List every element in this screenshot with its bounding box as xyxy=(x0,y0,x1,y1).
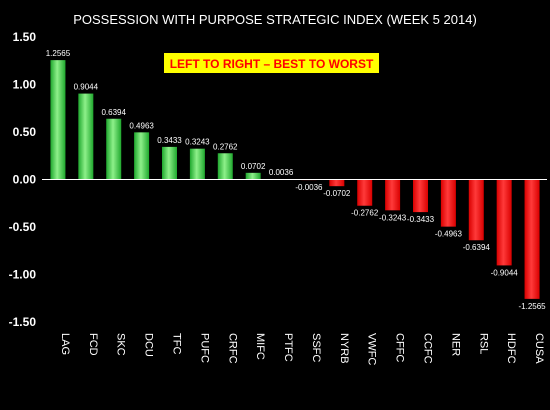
annotation-box xyxy=(164,53,379,73)
bar-crfc xyxy=(217,153,233,180)
x-tick-label-lag: LAG xyxy=(59,333,71,355)
bar-nyrb xyxy=(329,179,345,187)
bar-lag xyxy=(50,60,66,180)
bar-cffc xyxy=(385,179,401,211)
x-tick-label-ssfc: SSFC xyxy=(310,333,322,362)
x-tick-label-nyrb: NYRB xyxy=(338,333,350,364)
bar-rsl xyxy=(468,179,484,241)
bar-pufc xyxy=(189,148,205,180)
data-label-crfc: 0.2762 xyxy=(213,142,238,151)
y-tick-label: 1.00 xyxy=(13,78,37,92)
x-tick-label-ptfc: PTFC xyxy=(282,333,294,362)
bar-mifc xyxy=(245,172,261,180)
data-label-cffc: -0.3243 xyxy=(379,213,407,222)
data-label-ccfc: -0.3433 xyxy=(407,215,435,224)
x-tick-label-mifc: MIFC xyxy=(254,333,266,360)
x-tick-label-pufc: PUFC xyxy=(198,333,210,363)
x-tick-label-ccfc: CCFC xyxy=(422,333,434,364)
x-axis-ticks: LAG FCD SKC DCU TFC PUFC CRFC MIFC PTFC SSFC NYRB V… xyxy=(59,333,545,365)
data-label-nyrb: -0.0702 xyxy=(323,189,351,198)
annotation-text: LEFT TO RIGHT – BEST TO WORST xyxy=(170,57,374,71)
bars xyxy=(50,60,540,299)
x-tick-label-rsl: RSL xyxy=(477,333,489,354)
x-tick-label-crfc: CRFC xyxy=(226,333,238,364)
data-label-ptfc: 0.0036 xyxy=(269,168,294,177)
y-axis-ticks: 1.50 1.00 0.50 0.00 -0.50 -1.00 -1.50 xyxy=(9,30,37,329)
data-label-cusa: -1.2565 xyxy=(518,302,546,311)
data-label-hdfc: -0.9044 xyxy=(491,268,519,277)
data-label-lag: 1.2565 xyxy=(46,49,71,58)
data-label-rsl: -0.6394 xyxy=(463,243,491,252)
y-tick-label: -1.50 xyxy=(9,315,37,329)
x-tick-label-cffc: CFFC xyxy=(394,333,406,362)
y-tick-label: 0.00 xyxy=(13,173,37,187)
bar-ner xyxy=(440,179,456,227)
data-label-skc: 0.6394 xyxy=(101,108,126,117)
bar-skc xyxy=(106,118,122,180)
y-tick-label: 1.50 xyxy=(13,30,37,44)
y-tick-label: -0.50 xyxy=(9,220,37,234)
data-label-ner: -0.4963 xyxy=(435,230,463,239)
bar-hdfc xyxy=(496,179,512,266)
bar-cusa xyxy=(524,179,540,299)
data-label-ssfc: -0.0036 xyxy=(295,183,323,192)
x-tick-label-fcd: FCD xyxy=(87,333,99,356)
y-tick-label: -1.00 xyxy=(9,268,37,282)
bar-vwfc xyxy=(357,179,373,206)
y-tick-label: 0.50 xyxy=(13,125,37,139)
x-tick-label-cusa: CUSA xyxy=(533,333,545,364)
x-tick-label-dcu: DCU xyxy=(143,333,155,357)
data-label-tfc: 0.3433 xyxy=(157,136,182,145)
x-tick-label-ner: NER xyxy=(449,333,461,356)
data-label-fcd: 0.9044 xyxy=(74,83,99,92)
x-tick-label-vwfc: VWFC xyxy=(366,333,378,365)
x-tick-label-hdfc: HDFC xyxy=(505,333,517,364)
data-label-vwfc: -0.2762 xyxy=(351,209,379,218)
bar-fcd xyxy=(78,93,94,180)
x-tick-label-skc: SKC xyxy=(115,333,127,356)
data-label-dcu: 0.4963 xyxy=(129,121,154,130)
data-label-mifc: 0.0702 xyxy=(241,162,266,171)
data-label-pufc: 0.3243 xyxy=(185,138,210,147)
x-tick-label-tfc: TFC xyxy=(171,333,183,354)
chart-title: POSSESSION WITH PURPOSE STRATEGIC INDEX … xyxy=(73,12,477,27)
bar-ccfc xyxy=(413,179,428,213)
bar-tfc xyxy=(162,146,177,180)
bar-dcu xyxy=(134,132,150,180)
